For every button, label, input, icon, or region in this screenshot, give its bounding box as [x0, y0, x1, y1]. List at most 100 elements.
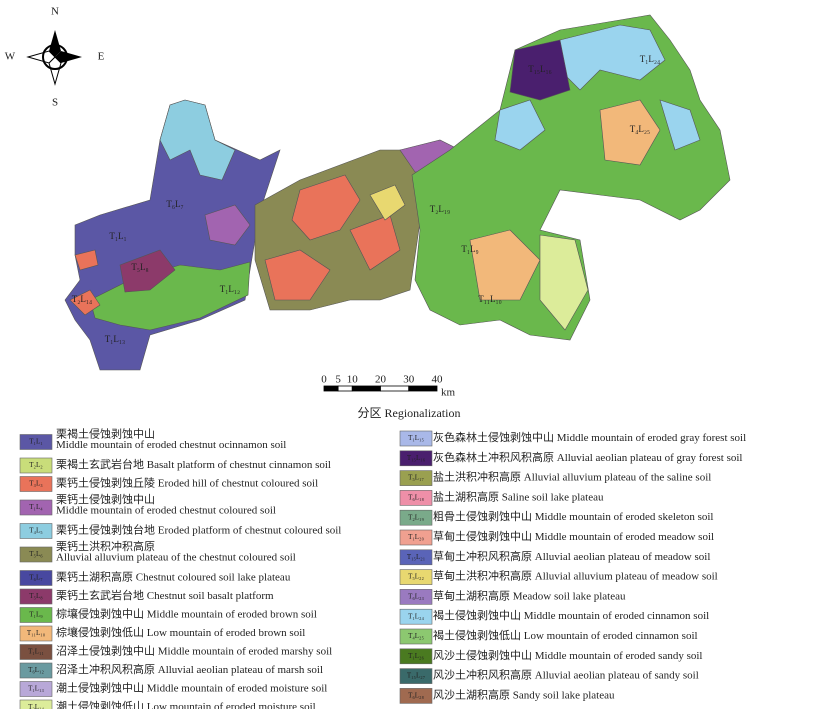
legend-label: 栗钙土湖积高原 Chestnut coloured soil lake plat… — [56, 570, 291, 584]
legend-code: T₄L₂₅ — [408, 632, 424, 640]
legend-swatch — [399, 549, 433, 566]
legend-swatch — [399, 490, 433, 506]
legend-swatch — [399, 668, 433, 684]
legend-swatch — [399, 529, 433, 546]
legend-label: 风沙土冲积风积高原 Alluvial aeolian plateau of sa… — [433, 668, 699, 682]
legend-label: 潮土侵蚀剥蚀中山 Middle mountain of eroded moist… — [56, 681, 327, 695]
legend-code: T₆L₇ — [29, 574, 43, 582]
map-label: T₁L₁₃ — [105, 334, 125, 344]
compass-label: W — [5, 51, 16, 63]
legend-swatch — [399, 648, 433, 665]
legend-code: T₁L₁ — [29, 438, 42, 446]
legend-label: 栗褐土侵蚀剥蚀中山 — [56, 427, 155, 441]
legend-swatch — [19, 457, 53, 474]
legend-title: 分区 Regionalization — [358, 406, 461, 420]
legend-code: T₁L₁₅ — [408, 434, 424, 442]
legend-swatch — [19, 625, 53, 642]
legend-code: T₆L₁₂ — [28, 666, 44, 674]
legend-code: T₂L₂ — [29, 461, 43, 469]
legend-swatch — [19, 662, 53, 679]
map-label: T₂L₁₉ — [430, 204, 450, 214]
legend-swatch — [19, 476, 53, 492]
legend-code: T₁₅L₂₇ — [407, 672, 426, 680]
legend-swatch — [399, 470, 433, 486]
legend-code: T₁L₂₄ — [408, 612, 424, 620]
legend-code: T₅L₁₇ — [408, 474, 424, 482]
compass-label: N — [51, 6, 59, 18]
scale-segment — [337, 385, 353, 392]
legend-swatch — [399, 450, 433, 467]
legend-label: 栗钙土玄武岩台地 Chestnut soil basalt platform — [56, 588, 274, 602]
region — [509, 39, 571, 101]
scale-segment — [351, 385, 381, 392]
legend-label: 灰色森林土侵蚀剥蚀中山 Middle mountain of eroded gr… — [433, 430, 746, 444]
legend-code: T₂L₁₉ — [408, 513, 424, 521]
legend-label: Middle mountain of eroded chestnut colou… — [56, 505, 276, 517]
map-label: T₆L₇ — [166, 199, 183, 209]
legend-code: T₃L₃ — [29, 480, 43, 488]
scale-segment — [408, 385, 438, 392]
legend-code: T₁₅L₁₆ — [407, 454, 426, 462]
legend-swatch — [399, 688, 433, 704]
legend-swatch — [19, 570, 53, 586]
scale-label: 30 — [403, 374, 415, 386]
legend-swatch — [399, 589, 433, 605]
legend-label: 褐土侵蚀剥蚀低山 Low mountain of eroded cinnamon… — [433, 628, 698, 642]
legend-code: T₁L₂₀ — [408, 533, 424, 541]
legend-label: 风沙土侵蚀剥蚀中山 Middle mountain of eroded sand… — [433, 648, 702, 662]
map-label: T₂L₁₄ — [72, 294, 92, 304]
map-label: T₁L₂₄ — [640, 54, 660, 64]
legend-label: 风沙土湖积高原 Sandy soil lake plateau — [433, 687, 615, 701]
legend-swatch — [19, 681, 53, 697]
compass-label: S — [52, 97, 58, 109]
legend-label: 栗钙土侵蚀剥蚀中山 — [56, 492, 155, 506]
region — [204, 204, 251, 246]
map-label: T₁L₁₂ — [220, 284, 240, 294]
legend-code: T₂L₁₄ — [28, 703, 44, 709]
legend-code: T₁L₄ — [29, 503, 43, 511]
legend-label: 栗钙土侵蚀剥蚀丘陵 Eroded hill of chestnut colour… — [56, 476, 318, 490]
region — [469, 99, 661, 301]
map-label: T₁₁L₁₀ — [478, 294, 502, 304]
compass-ring — [42, 44, 68, 70]
map-label: T₁L₁ — [109, 231, 126, 241]
legend-label: 褐土侵蚀剥蚀中山 Middle mountain of eroded cinna… — [433, 608, 709, 622]
legend-code: T₆L₁₈ — [408, 494, 424, 502]
map-label: T₁L₉ — [461, 244, 478, 254]
legend-label: 草甸土冲积风积高原 Alluvial aeolian plateau of me… — [433, 549, 710, 563]
legend-code: T₅L₈ — [29, 592, 43, 600]
legend-label: 灰色森林土冲积风积高原 Alluvial aeolian plateau of … — [433, 450, 742, 464]
map — [64, 14, 731, 371]
legend-swatch — [399, 430, 433, 447]
legend-label: 栗褐土玄武岩台地 Basalt platform of chestnut cin… — [56, 457, 331, 471]
legend-swatch — [399, 608, 433, 625]
scale-unit: km — [441, 387, 456, 399]
legend-code: T₁₅L₂₁ — [407, 553, 425, 561]
region — [159, 99, 236, 181]
legend-code: T₁L₂₆ — [408, 652, 424, 660]
legend-code: T₁L₁₁ — [28, 648, 44, 656]
region — [119, 249, 176, 293]
legend-swatch — [399, 569, 433, 585]
compass-needle — [49, 30, 61, 57]
legend-swatch — [19, 607, 53, 623]
legend-code: T₆L₂₃ — [408, 593, 424, 601]
legend-label: 沼泽土冲积风积高原 Alluvial aeolian plateau of ma… — [56, 662, 323, 676]
scale-label: 10 — [347, 374, 359, 386]
legend-code: T₅L₂₂ — [408, 573, 424, 581]
legend-swatch — [19, 434, 53, 450]
legend-swatch — [19, 523, 53, 539]
legend-label: 潮土侵蚀剥蚀低山 Low mountain of eroded moisture… — [56, 699, 316, 709]
region — [264, 174, 401, 301]
legend-code: T₆L₂₈ — [408, 692, 424, 700]
legend-swatch — [19, 546, 53, 563]
scale-segment — [380, 385, 410, 392]
legend-label: 棕壤侵蚀剥蚀中山 Middle mountain of eroded brown… — [56, 607, 317, 621]
map-label: T₄L₂₅ — [630, 124, 650, 134]
legend-code: T₁₁L₁₀ — [27, 629, 46, 637]
scale-label: 40 — [432, 374, 444, 386]
region — [539, 234, 589, 331]
legend-label: 棕壤侵蚀剥蚀低山 Low mountain of eroded brown so… — [56, 625, 305, 639]
legend-label: 栗钙土洪积冲积高原 — [56, 539, 155, 553]
